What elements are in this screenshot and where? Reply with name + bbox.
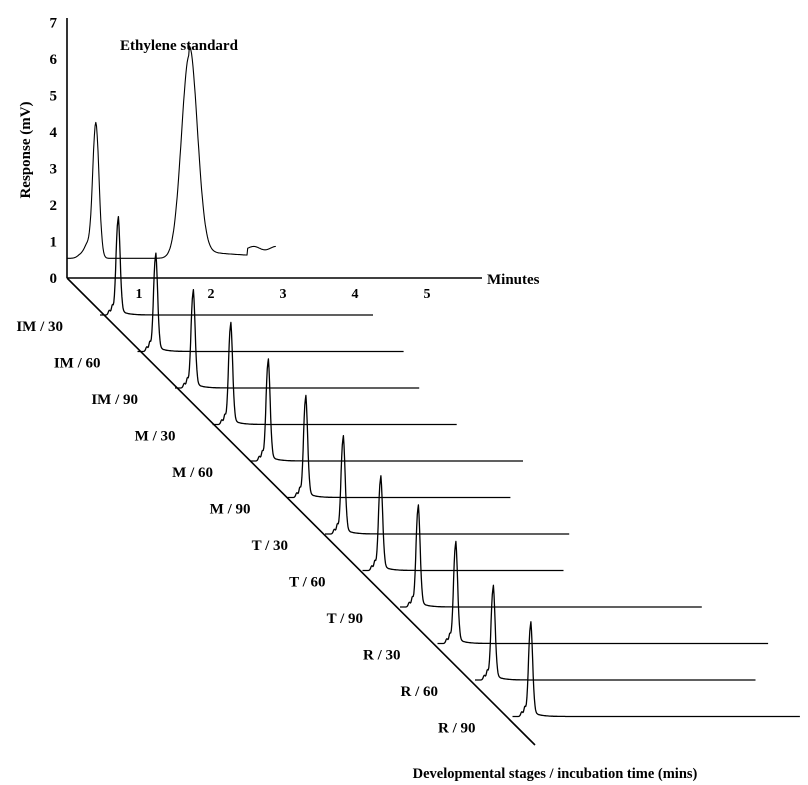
y-tick-label: 2 — [50, 198, 58, 214]
y-tick-label: 3 — [50, 162, 58, 178]
standard-label: Ethylene standard — [120, 38, 239, 54]
stage-label: IM / 90 — [91, 392, 138, 408]
chromatogram-trace — [287, 394, 511, 499]
x-tick-labels: 1 2 3 4 5 — [136, 287, 431, 302]
y-axis-title: Response (mV) — [18, 101, 34, 198]
chromatogram-trace — [362, 475, 564, 572]
standard-trace — [67, 45, 276, 259]
chromatogram-trace — [137, 252, 404, 353]
stage-label: R / 90 — [438, 721, 476, 737]
chromatogram-trace — [99, 215, 374, 316]
stage-label: T / 60 — [289, 575, 325, 591]
stage-axis — [66, 277, 536, 746]
stage-label: R / 60 — [401, 684, 439, 700]
stage-label: IM / 60 — [54, 356, 101, 372]
y-tick-label: 1 — [50, 235, 58, 251]
x-axis-title: Minutes — [487, 272, 540, 288]
stage-label: T / 90 — [327, 611, 363, 627]
x-tick-label: 4 — [352, 287, 359, 302]
stage-label: M / 30 — [135, 429, 176, 445]
chromatogram-trace — [474, 584, 756, 681]
stage-labels: IM / 30 IM / 60 IM / 90 M / 30 M / 60 M / 90 T… — [16, 319, 475, 737]
chromatogram-trace — [399, 504, 702, 608]
chromatogram-trace — [174, 288, 420, 389]
stage-label: R / 30 — [363, 648, 401, 664]
stage-label: T / 30 — [252, 538, 288, 554]
y-tick-label: 4 — [50, 125, 58, 141]
chromatogram-trace — [324, 434, 570, 535]
x-tick-label: 2 — [208, 287, 215, 302]
stage-axis-title: Developmental stages / incubation time (… — [413, 766, 698, 782]
chromatogram-traces — [67, 45, 800, 718]
stage-label: IM / 30 — [16, 319, 63, 335]
y-tick-labels: 0 1 2 3 4 5 6 7 — [50, 16, 58, 288]
chromatogram-trace — [512, 621, 800, 718]
chromatogram-trace — [249, 358, 524, 462]
x-tick-label: 3 — [280, 287, 287, 302]
y-tick-label: 6 — [50, 52, 58, 68]
x-tick-label: 5 — [424, 287, 431, 302]
stage-label: M / 90 — [210, 502, 251, 518]
stage-label: M / 60 — [172, 465, 213, 481]
y-tick-label: 0 — [50, 271, 58, 287]
chromatogram-trace — [437, 540, 769, 645]
y-tick-label: 7 — [50, 16, 58, 32]
x-tick-label: 1 — [136, 287, 143, 302]
y-tick-label: 5 — [50, 89, 58, 105]
chromatogram-trace — [212, 321, 457, 426]
